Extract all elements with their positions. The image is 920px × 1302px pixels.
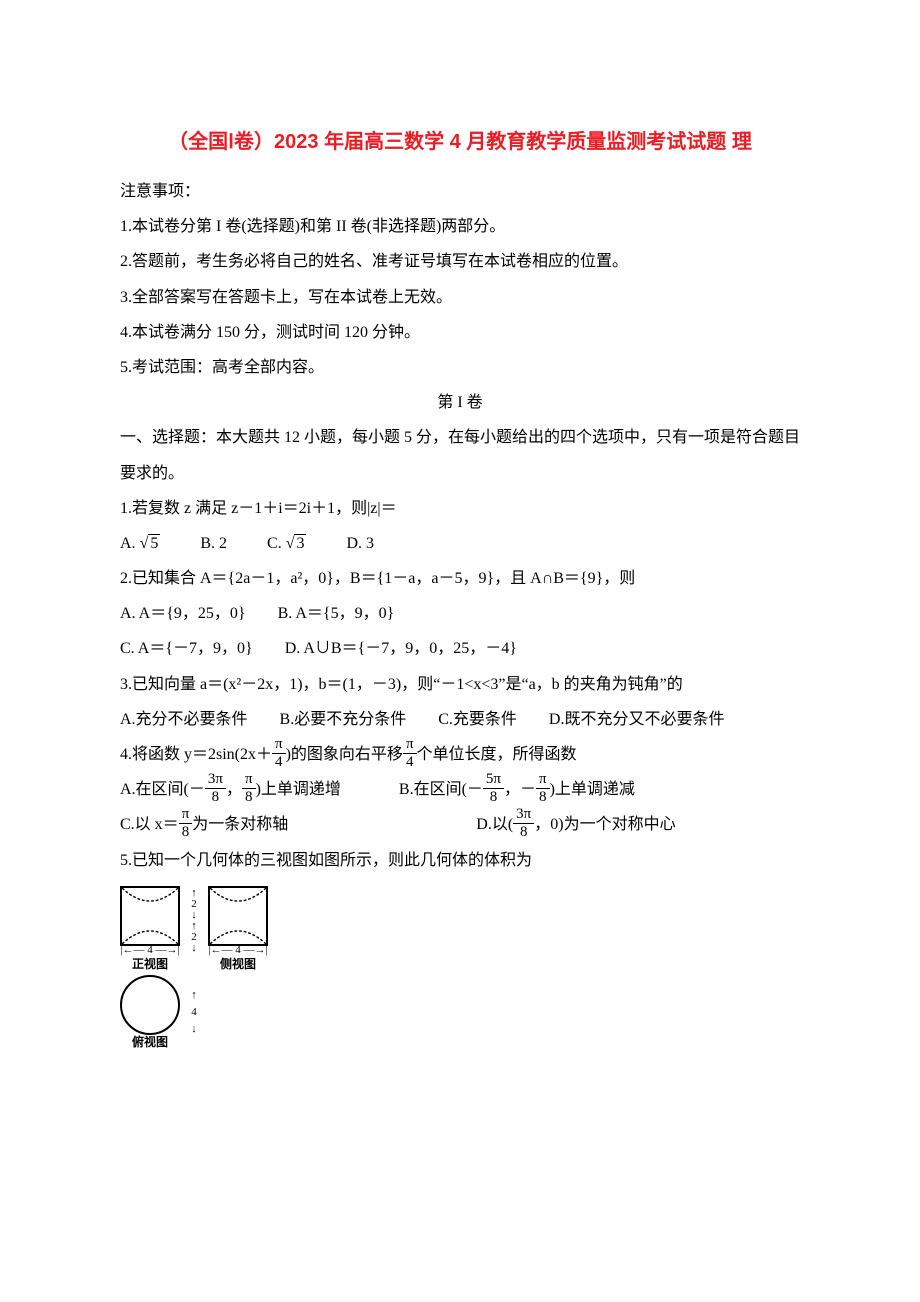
text: ， [226, 781, 242, 798]
opt-label: A. [120, 535, 140, 552]
q1-options: A. 5 B. 2 C. 3 D. 3 [120, 526, 800, 561]
part-label: 第 I 卷 [120, 385, 800, 420]
denominator: 8 [536, 789, 550, 805]
fraction: 3π8 [205, 772, 226, 805]
top-view-circle [120, 975, 180, 1035]
dim-value: 4 [191, 1007, 197, 1018]
fraction: π8 [242, 772, 256, 805]
radical-value: 3 [294, 534, 306, 552]
text: ，－ [504, 781, 536, 798]
q1-opt-c: C. 3 [267, 526, 306, 561]
section-intro: 一、选择题：本大题共 12 小题，每小题 5 分，在每小题给出的四个选项中，只有… [120, 420, 800, 490]
q1-opt-b: B. 2 [200, 526, 227, 561]
numerator: π [403, 737, 417, 754]
text: ，0)为一个对称中心 [534, 816, 675, 833]
notice-item: 2.答题前，考生务必将自己的姓名、准考证号填写在本试卷相应的位置。 [120, 244, 800, 279]
q4-options-row2: C.以 x＝π8为一条对称轴 D.以(3π8，0)为一个对称中心 [120, 807, 800, 842]
top-view-group: 俯视图 [120, 975, 180, 1049]
q5-stem: 5.已知一个几何体的三视图如图所示，则此几何体的体积为 [120, 843, 800, 878]
denominator: 4 [403, 754, 417, 770]
side-view-group: |←— 4 —→| 侧视图 [208, 886, 268, 972]
height-dims: ↑ 2 ↓ ↑ 2 ↓ [180, 886, 208, 954]
notice-item: 3.全部答案写在答题卡上，写在本试卷上无效。 [120, 280, 800, 315]
radical-value: 5 [148, 534, 160, 552]
text: D.以( [476, 816, 513, 833]
front-arcs-icon [122, 888, 178, 944]
exam-title: （全国Ⅰ卷）2023 年届高三数学 4 月教育教学质量监测考试试题 理 [120, 120, 800, 164]
text: A.在区间(－ [120, 781, 205, 798]
arrow-down-icon: ↓ [191, 1024, 197, 1035]
side-label: 侧视图 [208, 957, 268, 971]
text: 个单位长度，所得函数 [417, 746, 577, 763]
text: B.在区间(－ [399, 781, 483, 798]
numerator: 3π [513, 807, 534, 824]
fraction: π8 [536, 772, 550, 805]
side-arcs-icon [210, 888, 266, 944]
fraction: π8 [179, 807, 193, 840]
notice-heading: 注意事项： [120, 174, 800, 209]
side-view-box [208, 886, 268, 946]
numerator: 5π [483, 772, 504, 789]
arrow-down-icon: ↓ [191, 943, 197, 954]
q4-stem: 4.将函数 y＝2sin(2x＋π4)的图象向右平移π4个单位长度，所得函数 [120, 737, 800, 772]
numerator: π [536, 772, 550, 789]
text: 为一条对称轴 [192, 816, 288, 833]
text: )上单调递减 [550, 781, 635, 798]
text: 4.将函数 y＝2sin(2x＋ [120, 746, 272, 763]
sqrt-icon: 5 [140, 526, 161, 561]
q1-opt-a: A. 5 [120, 526, 160, 561]
numerator: π [179, 807, 193, 824]
q3-options: A.充分不必要条件 B.必要不充分条件 C.充要条件 D.既不充分又不必要条件 [120, 702, 800, 737]
q4-options-row1: A.在区间(－3π8，π8)上单调递增 B.在区间(－5π8，－π8)上单调递减 [120, 772, 800, 807]
circle-height-dim: ↑ 4 ↓ [180, 983, 208, 1043]
sqrt-icon: 3 [286, 526, 307, 561]
q2-options-line2: C. A＝{－7，9，0} D. A∪B＝{－7，9，0，25，－4} [120, 631, 800, 666]
front-view-box [120, 886, 180, 946]
numerator: π [242, 772, 256, 789]
denominator: 8 [179, 824, 193, 840]
front-label: 正视图 [120, 957, 180, 971]
notice-item: 1.本试卷分第 I 卷(选择题)和第 II 卷(非选择题)两部分。 [120, 209, 800, 244]
opt-label: C. [267, 535, 286, 552]
numerator: π [272, 737, 286, 754]
three-view-figure: |←— 4 —→| 正视图 ↑ 2 ↓ ↑ 2 ↓ |←— 4 —→| 侧视图 … [120, 886, 290, 1050]
text: C.以 x＝ [120, 816, 179, 833]
denominator: 8 [483, 789, 504, 805]
denominator: 8 [242, 789, 256, 805]
front-view-group: |←— 4 —→| 正视图 [120, 886, 180, 972]
fraction: 5π8 [483, 772, 504, 805]
text: )上单调递增 [256, 781, 341, 798]
text: )的图象向右平移 [286, 746, 403, 763]
denominator: 8 [205, 789, 226, 805]
fraction: π4 [403, 737, 417, 770]
q2-options-line1: A. A＝{9，25，0} B. A＝{5，9，0} [120, 596, 800, 631]
q2-stem: 2.已知集合 A＝{2a－1，a²，0}，B＝{1－a，a－5，9}，且 A∩B… [120, 561, 800, 596]
q1-opt-d: D. 3 [346, 526, 374, 561]
arrow-up-icon: ↑ [191, 990, 197, 1001]
denominator: 4 [272, 754, 286, 770]
notice-item: 5.考试范围：高考全部内容。 [120, 350, 800, 385]
denominator: 8 [513, 824, 534, 840]
numerator: 3π [205, 772, 226, 789]
top-label: 俯视图 [120, 1035, 180, 1049]
fraction: π4 [272, 737, 286, 770]
q1-stem: 1.若复数 z 满足 z－1＋i＝2i＋1，则|z|＝ [120, 491, 800, 526]
notice-item: 4.本试卷满分 150 分，测试时间 120 分钟。 [120, 315, 800, 350]
q3-stem: 3.已知向量 a＝(x²－2x，1)，b＝(1，－3)，则“－1<x<3”是“a… [120, 667, 800, 702]
fraction: 3π8 [513, 807, 534, 840]
